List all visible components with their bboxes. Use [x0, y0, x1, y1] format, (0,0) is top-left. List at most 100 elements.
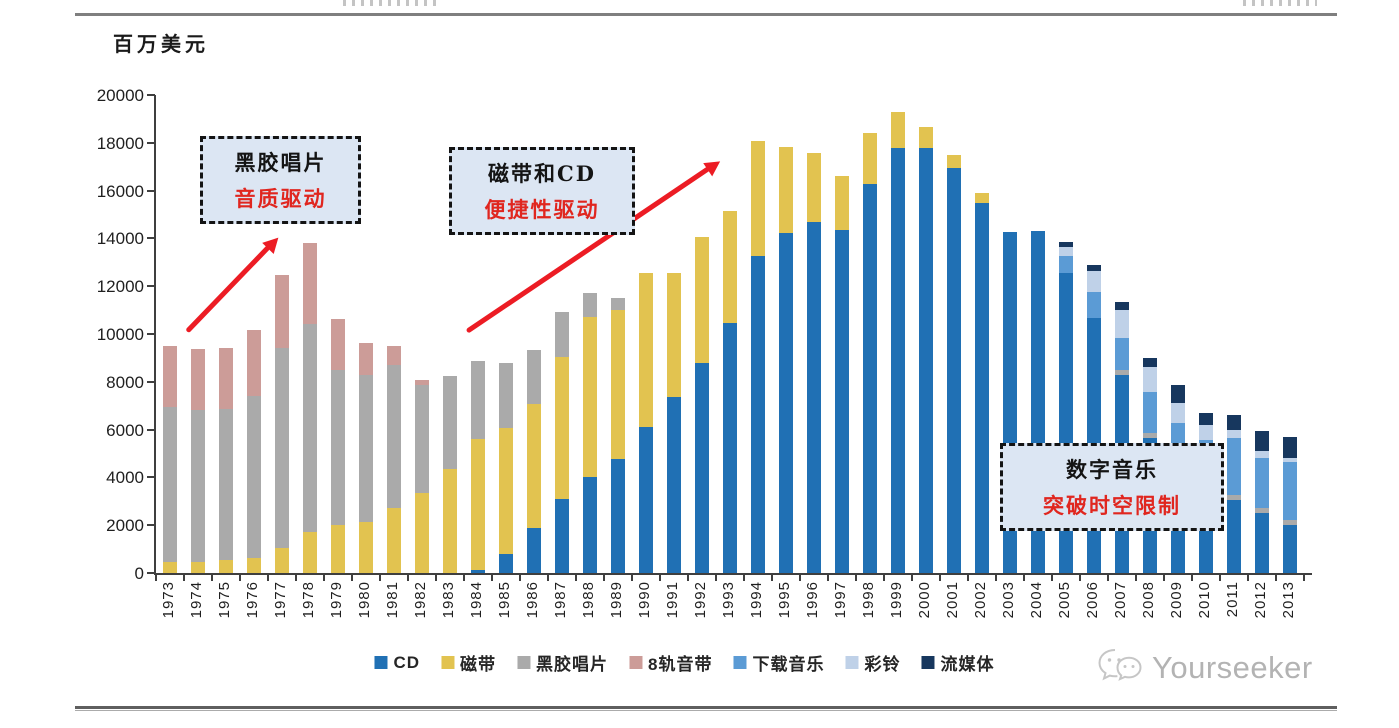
- bar-segment-磁带: [275, 548, 289, 573]
- callout-digital: 数字音乐 突破时空限制: [1000, 443, 1224, 531]
- x-tick: [687, 575, 689, 581]
- bar-1978: [303, 95, 317, 573]
- x-tick-label: 2008: [1140, 581, 1157, 619]
- x-tick: [379, 575, 381, 581]
- x-tick-label: 1983: [440, 581, 457, 619]
- bar-segment-CD: [583, 476, 597, 573]
- y-tick-label: 14000: [96, 229, 144, 249]
- bar-segment-磁带: [219, 560, 233, 573]
- bar-segment-下载音乐: [1283, 461, 1297, 520]
- x-tick-label: 1988: [580, 581, 597, 619]
- x-tick: [939, 575, 941, 581]
- x-tick: [155, 575, 157, 581]
- legend-swatch: [921, 656, 935, 669]
- bar-1988: [583, 95, 597, 573]
- legend-swatch: [733, 656, 747, 669]
- x-tick-label: 1982: [412, 581, 429, 619]
- callout-cassette-cd-title: 磁带和CD: [488, 161, 596, 186]
- x-tick: [799, 575, 801, 581]
- x-tick: [1247, 575, 1249, 581]
- x-tick-label: 2013: [1280, 581, 1297, 619]
- bar-segment-磁带: [611, 310, 625, 459]
- bar-1981: [387, 95, 401, 573]
- legend-item-下载音乐: 下载音乐: [733, 650, 825, 675]
- x-axis-line: [154, 573, 1312, 575]
- x-tick: [323, 575, 325, 581]
- y-tick-label: 2000: [106, 516, 144, 536]
- bar-segment-黑胶唱片: [555, 312, 569, 357]
- bar-2012: [1255, 95, 1269, 573]
- x-tick-label: 1991: [664, 581, 681, 619]
- bar-segment-下载音乐: [1087, 291, 1101, 318]
- bar-1977: [275, 95, 289, 573]
- x-tick-label: 2004: [1028, 581, 1045, 619]
- x-tick: [911, 575, 913, 581]
- bar-segment-磁带: [779, 146, 793, 233]
- y-tick-label: 6000: [106, 420, 144, 440]
- bar-segment-黑胶唱片: [387, 365, 401, 508]
- cropped-text-fragment: [1243, 0, 1317, 6]
- x-tick-label: 1973: [160, 581, 177, 619]
- bar-segment-CD: [919, 148, 933, 573]
- x-tick: [659, 575, 661, 581]
- bar-segment-CD: [891, 147, 905, 573]
- bar-segment-CD: [1283, 524, 1297, 573]
- bar-1994: [751, 95, 765, 573]
- bar-segment-下载音乐: [1227, 438, 1241, 496]
- y-tick: [147, 428, 155, 431]
- bar-segment-8轨音带: [191, 349, 205, 411]
- y-tick: [147, 94, 155, 96]
- bar-2002: [975, 95, 989, 573]
- x-tick-label: 1987: [552, 581, 569, 619]
- bar-segment-彩铃: [1199, 425, 1213, 441]
- x-tick: [295, 575, 297, 581]
- x-tick: [1135, 575, 1137, 581]
- bar-segment-黑胶唱片: [611, 298, 625, 311]
- y-tick-label: 16000: [96, 181, 144, 201]
- bar-segment-CD: [723, 323, 737, 573]
- x-tick: [855, 575, 857, 581]
- bar-1992: [695, 95, 709, 573]
- watermark: Yourseeker: [1096, 647, 1313, 689]
- y-tick: [147, 285, 155, 288]
- bar-segment-磁带: [835, 176, 849, 231]
- x-tick-label: 1977: [272, 581, 289, 619]
- x-tick-label: 1984: [468, 581, 485, 619]
- x-tick: [1303, 575, 1305, 581]
- x-tick: [1107, 575, 1109, 581]
- top-divider: [75, 13, 1337, 16]
- bar-segment-黑胶唱片: [303, 324, 317, 532]
- x-tick-label: 2000: [916, 581, 933, 619]
- x-tick: [1191, 575, 1193, 581]
- bar-segment-磁带: [751, 140, 765, 256]
- bar-1997: [835, 95, 849, 573]
- legend-swatch: [629, 656, 643, 669]
- bar-segment-黑胶唱片: [1115, 370, 1129, 376]
- x-tick: [827, 575, 829, 581]
- bar-segment-流媒体: [1227, 414, 1241, 430]
- x-tick-label: 2011: [1224, 581, 1241, 618]
- x-tick: [1051, 575, 1053, 581]
- x-tick: [715, 575, 717, 581]
- bar-segment-8轨音带: [303, 243, 317, 325]
- legend-label: 磁带: [460, 655, 497, 674]
- callout-vinyl-title: 黑胶唱片: [234, 150, 327, 175]
- callout-vinyl: 黑胶唱片 音质驱动: [200, 136, 361, 224]
- bar-1973: [163, 95, 177, 573]
- bar-segment-磁带: [555, 356, 569, 499]
- x-tick: [211, 575, 213, 581]
- bar-segment-彩铃: [1115, 310, 1129, 339]
- bar-segment-CD: [471, 569, 485, 573]
- x-tick-label: 1997: [832, 581, 849, 619]
- bar-segment-流媒体: [1087, 264, 1101, 271]
- x-tick: [575, 575, 577, 581]
- bar-1974: [191, 95, 205, 573]
- x-tick-label: 2010: [1196, 581, 1213, 619]
- y-tick: [147, 141, 155, 144]
- bar-segment-流媒体: [1059, 242, 1073, 248]
- bar-1989: [611, 95, 625, 573]
- x-tick-label: 1993: [720, 581, 737, 619]
- bar-segment-8轨音带: [415, 380, 429, 386]
- bar-segment-磁带: [303, 531, 317, 573]
